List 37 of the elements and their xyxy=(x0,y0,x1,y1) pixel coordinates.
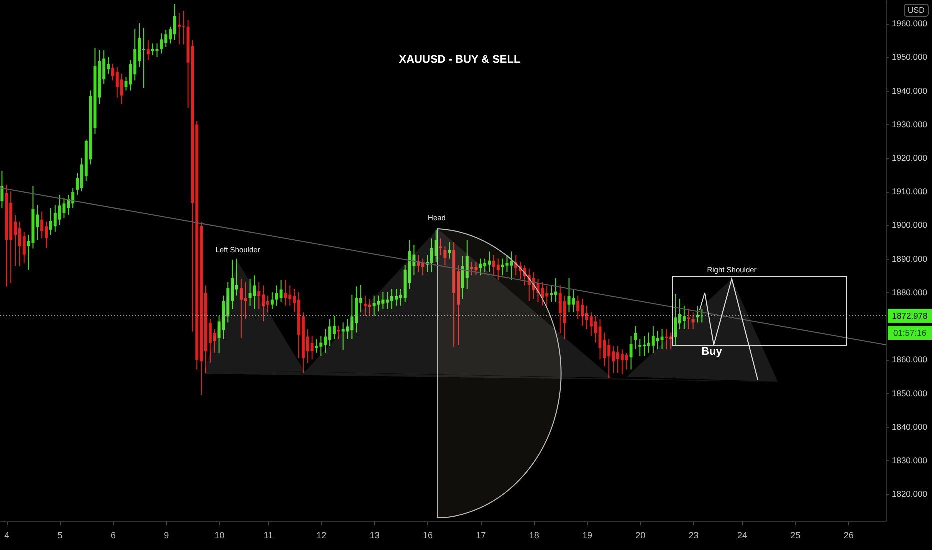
x-tick-label: 12 xyxy=(316,530,327,540)
x-tick-label: 18 xyxy=(529,530,540,540)
x-tick-label: 25 xyxy=(790,530,801,540)
candlestick xyxy=(182,11,186,45)
ref-line-label: 1872.978 xyxy=(892,311,928,322)
y-tick-label: 1830.000 xyxy=(892,455,928,466)
text: 01:57:16 xyxy=(893,328,927,338)
y-tick-label: 1890.000 xyxy=(892,254,928,264)
x-tick-label: 10 xyxy=(214,530,225,540)
y-tick-label: 1920.000 xyxy=(892,152,928,163)
x-tick-label: 23 xyxy=(688,530,699,540)
x-tick-label: 9 xyxy=(164,530,170,540)
x-tick-label: 16 xyxy=(422,530,434,540)
y-tick-label: 1900.000 xyxy=(892,220,928,230)
y-tick-label: 1950.000 xyxy=(892,52,928,62)
annotation: Buy xyxy=(702,346,722,358)
x-tick-label: 24 xyxy=(738,530,748,540)
y-tick-label: 1840.000 xyxy=(892,422,928,432)
y-tick-label: 1910.000 xyxy=(892,186,928,197)
x-tick-label: 20 xyxy=(636,530,646,540)
x-tick-label: 6 xyxy=(110,530,116,540)
y-tick-label: 1860.000 xyxy=(892,354,928,365)
y-tick-label: 1820.000 xyxy=(892,489,928,500)
x-tick-label: 19 xyxy=(582,530,592,540)
text: XAUUSD - BUY & SELL xyxy=(398,54,522,66)
y-tick-label: 1940.000 xyxy=(892,86,928,96)
x-tick-label: 13 xyxy=(370,530,380,540)
y-tick-label: 1930.000 xyxy=(892,119,928,130)
x-tick-label: 11 xyxy=(264,530,274,540)
x-tick-label: 26 xyxy=(844,530,854,540)
y-axis-title: USD xyxy=(904,4,929,17)
y-tick-label: 1880.000 xyxy=(892,287,928,298)
x-tick-label: 4 xyxy=(4,530,10,540)
x-tick-label: 5 xyxy=(58,530,63,540)
x-tick-label: 17 xyxy=(476,530,486,540)
y-tick-label: 1850.000 xyxy=(892,388,928,398)
y-tick-label: 1960.000 xyxy=(892,18,928,29)
